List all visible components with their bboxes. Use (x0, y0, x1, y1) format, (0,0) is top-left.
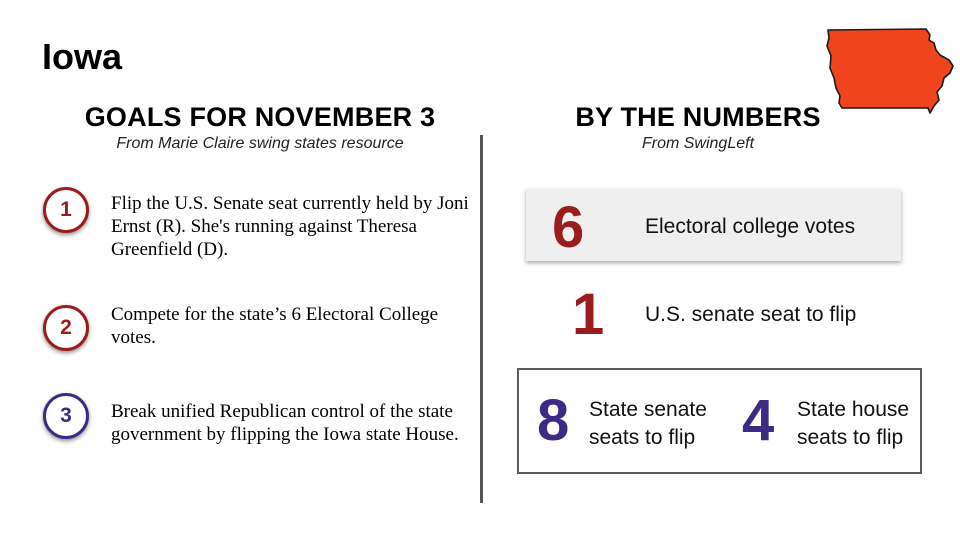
goal-number-badge: 2 (43, 305, 89, 351)
goal-text: Compete for the state’s 6 Electoral Coll… (111, 304, 439, 348)
goal-number-badge: 3 (43, 393, 89, 439)
state-senate-label: State senate seats to flip (589, 398, 707, 449)
page-title: Iowa (42, 36, 123, 77)
numbers-heading: BY THE NUMBERS (575, 102, 821, 132)
senate-seat-label: U.S. senate seat to flip (645, 303, 857, 326)
state-seats-box (517, 368, 922, 474)
goals-source: From Marie Claire swing states resource (116, 135, 404, 152)
column-divider (480, 135, 483, 503)
iowa-map-icon (826, 28, 954, 114)
electoral-votes-number: 6 (552, 195, 585, 260)
numbers-source: From SwingLeft (641, 135, 755, 152)
state-house-number: 4 (742, 388, 775, 453)
goal-number-badge: 1 (43, 187, 89, 233)
electoral-votes-card (526, 189, 901, 261)
goal-text: Break unified Republican control of the … (111, 401, 459, 445)
state-senate-number: 8 (537, 388, 570, 453)
electoral-votes-label: Electoral college votes (645, 215, 856, 238)
senate-seat-number: 1 (572, 282, 605, 347)
goals-heading: GOALS FOR NOVEMBER 3 (84, 102, 436, 132)
state-house-label: State house seats to flip (797, 398, 910, 449)
goal-text: Flip the U.S. Senate seat currently held… (111, 193, 469, 260)
